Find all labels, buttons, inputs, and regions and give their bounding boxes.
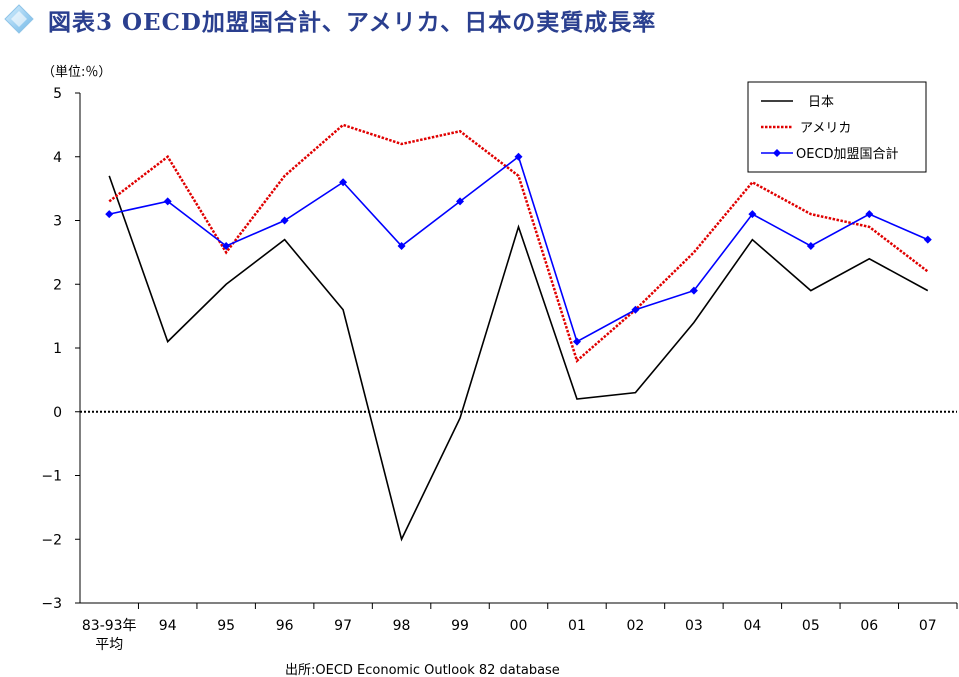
y-tick-label: 2 <box>53 277 62 293</box>
y-tick-label: −1 <box>41 469 62 485</box>
data-point-marker <box>631 305 640 314</box>
title-bullet-icon <box>4 4 34 34</box>
series-group <box>105 123 932 542</box>
source-note: 出所:OECD Economic Outlook 82 database <box>285 663 560 677</box>
x-tick-label: 01 <box>568 618 586 634</box>
data-point-marker <box>280 216 289 225</box>
y-tick-label: 3 <box>53 214 62 230</box>
data-point-marker <box>748 210 757 219</box>
x-tick-label: 98 <box>393 618 411 634</box>
x-tick-label: 05 <box>802 618 820 634</box>
y-tick-label: 0 <box>53 405 62 421</box>
x-tick-label: 平均 <box>95 637 123 653</box>
y-tick-label: −2 <box>41 532 62 548</box>
x-tick-label: 95 <box>217 618 235 634</box>
data-point-marker <box>572 337 581 346</box>
chart-title: 図表3 OECD加盟国合計、アメリカ、日本の実質成長率 <box>48 9 656 36</box>
x-tick-label: 04 <box>743 618 761 634</box>
y-tick-label: 5 <box>53 86 62 102</box>
series-line-0 <box>108 175 929 542</box>
data-point-marker <box>339 178 348 187</box>
legend-label: 日本 <box>808 95 834 110</box>
x-tick-label: 94 <box>159 618 177 634</box>
legend-label: アメリカ <box>800 121 851 136</box>
x-tick-label: 83-93年 <box>82 618 137 634</box>
x-tick-label: 02 <box>627 618 645 634</box>
data-point-marker <box>514 152 523 161</box>
data-point-marker <box>222 242 231 250</box>
x-tick-label: 03 <box>685 618 703 634</box>
y-ticks: −3 −2 −1 0 1 2 3 4 5 <box>41 86 80 612</box>
data-point-marker <box>806 242 815 250</box>
x-tick-label: 00 <box>510 618 528 634</box>
x-tick-label: 97 <box>334 618 352 634</box>
series-line-2 <box>109 155 929 343</box>
y-tick-label: −3 <box>41 596 62 612</box>
data-point-marker <box>163 197 172 206</box>
data-point-marker <box>865 210 874 219</box>
data-point-marker <box>923 235 932 244</box>
x-tick-label: 99 <box>451 618 469 634</box>
y-tick-label: 4 <box>53 150 62 166</box>
unit-label: （単位:％） <box>42 64 111 80</box>
data-point-marker <box>105 210 114 219</box>
x-tick-label: 96 <box>276 618 294 634</box>
data-point-marker <box>689 286 698 295</box>
x-tick-label: 07 <box>919 618 937 634</box>
series-line-1 <box>108 123 929 363</box>
data-point-marker <box>456 197 465 206</box>
data-point-marker <box>397 242 406 250</box>
x-tick-label: 06 <box>860 618 878 634</box>
legend-swatch-marker <box>773 149 781 157</box>
y-tick-label: 1 <box>53 341 62 357</box>
legend-label: OECD加盟国合計 <box>796 146 899 162</box>
